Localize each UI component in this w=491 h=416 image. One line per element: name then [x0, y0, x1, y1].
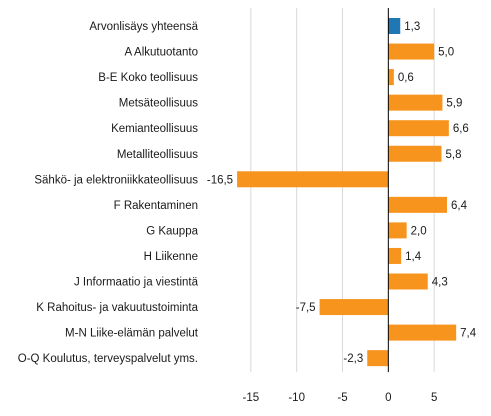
value-label: -7,5	[296, 302, 316, 314]
bar	[388, 18, 401, 34]
value-label: 5,0	[438, 47, 454, 59]
bar	[388, 273, 428, 290]
value-label: 1,3	[404, 21, 420, 33]
x-tick-label: -5	[337, 392, 347, 404]
bar	[388, 247, 402, 264]
value-labels: 1,3 5,0 0,6 5,9 6,6 5,8 -16,5 6,4 2,0 1,4 4,3 -7,5 7…	[207, 21, 477, 365]
bar	[388, 196, 447, 213]
category-label: Metalliteollisuus	[117, 149, 198, 161]
value-label: 6,6	[453, 123, 469, 135]
value-label: 2,0	[411, 225, 427, 237]
value-label: 5,8	[446, 149, 462, 161]
x-tick-label: -15	[243, 392, 260, 404]
category-label: B-E Koko teollisuus	[98, 72, 198, 84]
gridlines	[250, 8, 435, 373]
bar	[388, 324, 457, 341]
bar	[388, 43, 435, 60]
value-label: -16,5	[207, 174, 233, 186]
bar	[388, 222, 407, 239]
value-label: 4,3	[432, 277, 448, 289]
value-label: 6,4	[451, 200, 468, 212]
category-label: J Informaatio ja viestintä	[74, 277, 199, 289]
category-label: Kemianteollisuus	[111, 123, 198, 135]
value-label: 0,6	[398, 72, 414, 84]
category-label: Arvonlisäys yhteensä	[89, 21, 198, 33]
x-tick-label: 5	[431, 392, 437, 404]
bars	[237, 18, 457, 367]
x-tick-label: 0	[385, 392, 391, 404]
x-axis-tick-labels: -15 -10 -5 0 5	[243, 392, 438, 404]
x-tick-label: -10	[288, 392, 305, 404]
bar	[388, 94, 443, 111]
category-label: O-Q Koulutus, terveyspalvelut yms.	[18, 353, 198, 365]
bar	[388, 145, 442, 162]
category-label: M-N Liike-elämän palvelut	[65, 328, 199, 340]
value-label: -2,3	[343, 353, 363, 365]
category-label: Metsäteollisuus	[119, 98, 199, 110]
category-label: K Rahoitus- ja vakuutustoiminta	[36, 302, 198, 314]
category-label: G Kauppa	[146, 225, 198, 237]
category-labels: Arvonlisäys yhteensä A Alkutuotanto B-E Ko…	[18, 21, 199, 365]
category-label: Sähkö- ja elektroniikkateollisuus	[34, 174, 198, 186]
bar	[319, 299, 389, 316]
category-label: H Liikenne	[144, 251, 198, 263]
value-label: 1,4	[405, 251, 422, 263]
bar	[237, 171, 389, 188]
category-label: F Rakentaminen	[114, 200, 198, 212]
value-label: 5,9	[446, 98, 462, 110]
bar	[367, 350, 389, 367]
value-label: 7,4	[460, 328, 477, 340]
category-label: A Alkutuotanto	[124, 47, 198, 59]
bar	[388, 120, 449, 137]
bar	[388, 69, 394, 86]
